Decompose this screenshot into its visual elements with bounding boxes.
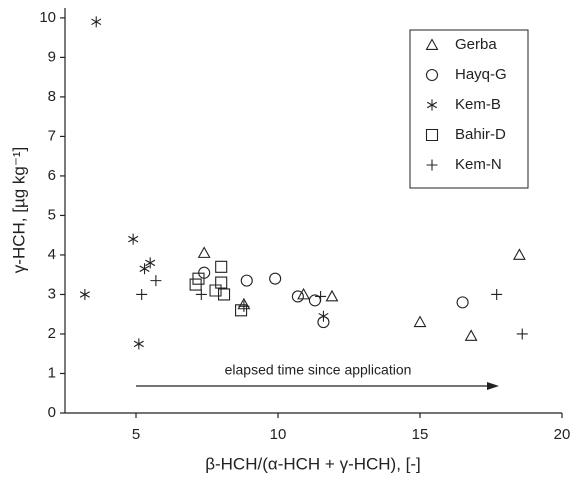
y-tick-label: 4: [48, 246, 56, 263]
point: [238, 300, 250, 312]
annotation: elapsed time since application: [225, 362, 412, 378]
point: [240, 274, 253, 287]
point: [139, 263, 150, 275]
point: [150, 275, 162, 287]
point: [128, 233, 139, 245]
point: [235, 304, 248, 317]
point: [136, 288, 148, 300]
point: [491, 288, 503, 300]
point: [145, 257, 156, 269]
point: [192, 272, 205, 285]
legend-label: Hayq-G: [455, 66, 507, 83]
point: [91, 16, 102, 28]
point: [325, 289, 339, 302]
point: [464, 329, 478, 341]
point: [318, 310, 329, 322]
point: [516, 328, 528, 340]
point: [456, 296, 469, 309]
x-tick-label: 5: [132, 426, 140, 443]
point: [209, 284, 222, 297]
legend-label: Gerba: [455, 36, 497, 53]
legend-marker: [426, 99, 438, 111]
legend-label: Kem-B: [455, 96, 501, 113]
point: [215, 276, 228, 289]
y-tick-label: 6: [48, 167, 56, 184]
point: [197, 246, 211, 258]
legend-marker: [426, 159, 438, 171]
y-tick-label: 3: [48, 285, 56, 302]
x-tick-label: 15: [412, 426, 429, 443]
legend-label: Bahir-D: [455, 126, 506, 143]
point: [133, 338, 144, 350]
legend-marker: [425, 69, 439, 81]
point: [413, 315, 427, 328]
point: [198, 266, 211, 279]
point: [291, 290, 304, 303]
point: [215, 260, 228, 273]
point: [315, 290, 327, 302]
legend-marker: [425, 128, 439, 142]
point: [512, 248, 526, 260]
arrow-head: [487, 382, 499, 390]
y-tick-label: 10: [39, 9, 56, 26]
y-axis-label: γ-HCH, [µg kg⁻¹]: [9, 147, 28, 273]
point: [217, 288, 231, 301]
point: [297, 287, 310, 300]
point: [269, 272, 282, 285]
point: [195, 288, 207, 300]
point: [79, 288, 90, 300]
legend: [409, 29, 529, 189]
y-tick-label: 9: [48, 48, 56, 65]
y-tick-label: 0: [48, 404, 56, 421]
y-tick-label: 7: [48, 127, 56, 144]
y-tick-label: 1: [48, 364, 56, 381]
legend-marker: [425, 38, 439, 50]
x-tick-label: 10: [270, 426, 287, 443]
x-tick-label: 20: [554, 426, 570, 443]
y-tick-label: 8: [48, 88, 56, 105]
x-axis-label: β-HCH/(α-HCH + γ-HCH), [-]: [205, 454, 421, 473]
y-tick-label: 2: [48, 325, 56, 342]
y-tick-label: 5: [48, 206, 56, 223]
legend-label: Kem-N: [455, 156, 502, 173]
